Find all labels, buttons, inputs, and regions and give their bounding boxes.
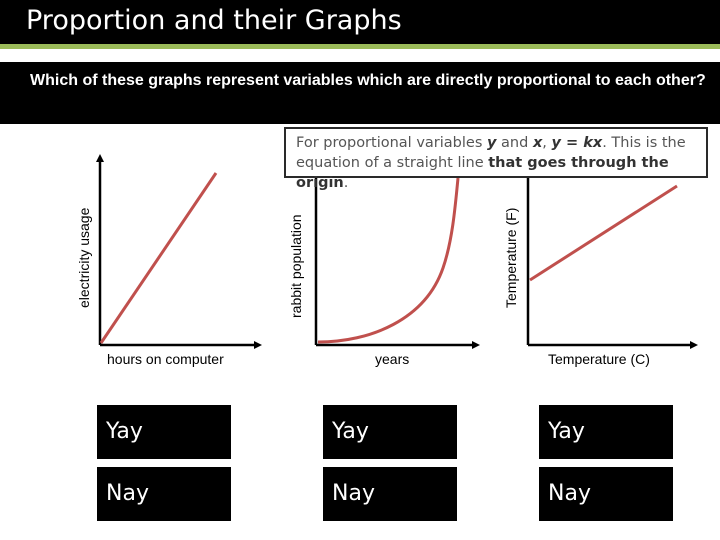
graph3-x-label: Temperature (C) [548,351,650,367]
graph3-y-label: Temperature (F) [503,208,519,308]
answer-nay-graph1[interactable]: Nay [97,467,231,521]
graph-temperature: Temperature (C) Temperature (F) [503,154,698,367]
hint-emphasis: that goes through the origin [296,155,669,191]
answer-nay-graph2[interactable]: Nay [323,467,457,521]
graph2-curve [317,177,460,344]
graph1-y-label: electricity usage [76,207,92,308]
graph1-x-label: hours on computer [107,351,224,367]
hint-text: For proportional variables y and x, y = … [296,135,686,191]
page-title: Proportion and their Graphs [26,5,402,36]
graph-electricity: hours on computer electricity usage [76,154,262,367]
title-accent-rule [0,44,720,49]
title-bar: Proportion and their Graphs [0,0,720,44]
answer-yay-graph2[interactable]: Yay [323,405,457,459]
graph2-y-label: rabbit population [288,214,304,318]
graph1-line [99,172,218,344]
graph3-line [529,184,678,282]
answer-yay-graph3[interactable]: Yay [539,405,673,459]
answer-nay-graph3[interactable]: Nay [539,467,673,521]
graph2-x-label: years [375,351,409,367]
hint-box: For proportional variables y and x, y = … [284,127,708,191]
question-bar: Which of these graphs represent variable… [0,62,720,124]
question-text: Which of these graphs represent variable… [30,72,706,89]
graph-rabbits: years rabbit population [288,154,480,367]
answer-yay-graph1[interactable]: Yay [97,405,231,459]
